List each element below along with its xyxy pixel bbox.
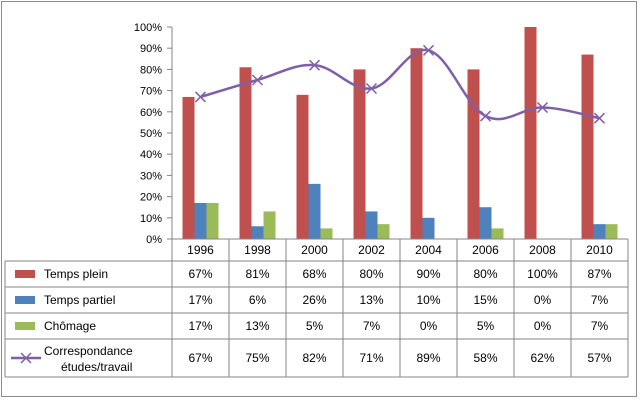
bar-temps-partiel	[422, 217, 435, 239]
x-category-label: 2008	[529, 243, 556, 257]
bar-temps-partiel	[593, 224, 606, 239]
y-tick-label: 80%	[140, 64, 162, 76]
line-marker-x	[422, 44, 435, 56]
table-value: 0%	[534, 293, 552, 307]
table-value: 5%	[477, 319, 495, 333]
x-category-label: 2002	[358, 243, 385, 257]
line-marker-x	[251, 74, 264, 86]
x-category-label: 2010	[586, 243, 613, 257]
bar-chômage	[377, 224, 390, 239]
bar-temps-plein	[467, 69, 480, 240]
line-marker-x	[593, 112, 606, 124]
table-value: 58%	[473, 351, 497, 365]
y-tick-label: 70%	[140, 86, 162, 98]
table-value: 82%	[302, 351, 326, 365]
line-marker-x	[194, 91, 207, 103]
table-value: 0%	[420, 319, 438, 333]
legend-key	[15, 270, 35, 278]
legend-key-marker	[20, 352, 32, 364]
table-value: 10%	[416, 293, 440, 307]
table-value: 7%	[591, 319, 609, 333]
table-value: 80%	[473, 267, 497, 281]
bar-temps-partiel	[479, 207, 492, 239]
line-correspondance	[200, 48, 600, 121]
table-value: 81%	[245, 267, 269, 281]
x-category-label: 1996	[187, 243, 214, 257]
table-value: 62%	[530, 351, 554, 365]
table-value: 80%	[359, 267, 383, 281]
x-category-label: 1998	[244, 243, 271, 257]
table-value: 57%	[587, 351, 611, 365]
x-category-label: 2006	[472, 243, 499, 257]
line-marker-x	[479, 110, 492, 122]
y-tick-label: 90%	[140, 43, 162, 55]
table-value: 100%	[527, 267, 558, 281]
y-tick-label: 30%	[140, 170, 162, 182]
bar-chômage	[605, 224, 618, 239]
table-value: 67%	[188, 267, 212, 281]
y-tick-label: 40%	[140, 149, 162, 161]
bar-temps-plein	[239, 67, 252, 239]
bar-temps-partiel	[308, 183, 321, 239]
table-value: 75%	[245, 351, 269, 365]
bar-chômage	[263, 211, 276, 239]
line-marker-x	[308, 59, 321, 71]
table-value: 0%	[534, 319, 552, 333]
x-category-label: 2004	[415, 243, 442, 257]
bar-temps-partiel	[365, 211, 378, 239]
y-tick-label: 50%	[140, 128, 162, 140]
y-tick-label: 0%	[146, 234, 162, 246]
legend-label: Temps partiel	[44, 293, 115, 307]
table-value: 13%	[245, 319, 269, 333]
legend-label: Correspondance	[44, 344, 133, 358]
table-value: 17%	[188, 293, 212, 307]
bar-chômage	[320, 228, 333, 239]
table-value: 7%	[591, 293, 609, 307]
legend-label: études/travail	[61, 360, 132, 374]
table-value: 71%	[359, 351, 383, 365]
table-value: 7%	[363, 319, 381, 333]
y-tick-label: 10%	[140, 213, 162, 225]
table-value: 89%	[416, 351, 440, 365]
table-value: 90%	[416, 267, 440, 281]
bar-temps-plein	[524, 27, 537, 239]
table-value: 5%	[306, 319, 324, 333]
table-value: 15%	[473, 293, 497, 307]
bar-temps-plein	[182, 96, 195, 240]
y-tick-label: 100%	[134, 22, 162, 34]
legend-key	[15, 296, 35, 304]
y-tick-label: 60%	[140, 107, 162, 119]
table-value: 17%	[188, 319, 212, 333]
table-value: 13%	[359, 293, 383, 307]
line-marker-x	[365, 82, 378, 95]
bar-temps-plein	[410, 48, 423, 240]
x-category-label: 2000	[301, 243, 328, 257]
bar-temps-plein	[296, 94, 309, 239]
table-value: 68%	[302, 267, 326, 281]
bar-chômage	[491, 228, 504, 239]
line-marker-x	[536, 102, 549, 114]
table-value: 67%	[188, 351, 212, 365]
bar-temps-partiel	[251, 226, 264, 239]
bar-temps-plein	[353, 69, 366, 240]
y-tick-label: 20%	[140, 192, 162, 204]
legend-label: Temps plein	[44, 267, 108, 281]
bar-temps-plein	[581, 54, 594, 240]
bar-chômage	[206, 202, 219, 239]
table-value: 6%	[249, 293, 267, 307]
legend-key	[15, 322, 35, 330]
legend-label: Chômage	[44, 319, 96, 333]
bar-temps-partiel	[194, 202, 207, 239]
table-value: 26%	[302, 293, 326, 307]
table-value: 87%	[587, 267, 611, 281]
